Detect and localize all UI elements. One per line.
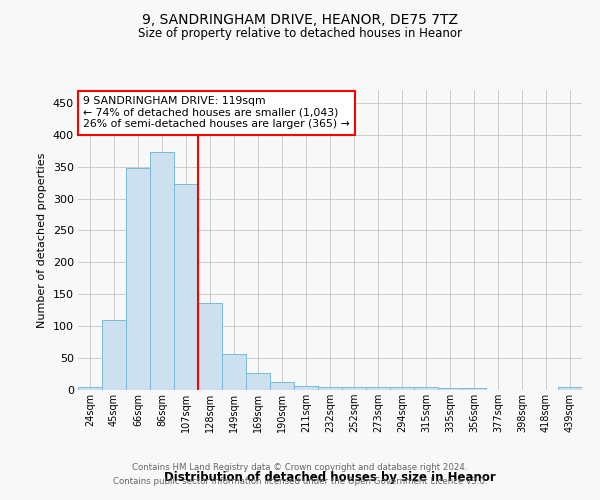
Bar — [270, 382, 294, 390]
Bar — [462, 388, 486, 390]
Bar — [150, 152, 174, 390]
Bar — [390, 387, 414, 390]
Bar — [342, 387, 366, 390]
Bar — [102, 320, 126, 390]
Text: 9 SANDRINGHAM DRIVE: 119sqm
← 74% of detached houses are smaller (1,043)
26% of : 9 SANDRINGHAM DRIVE: 119sqm ← 74% of det… — [83, 96, 350, 129]
Bar — [246, 373, 270, 390]
Bar — [318, 387, 342, 390]
X-axis label: Distribution of detached houses by size in Heanor: Distribution of detached houses by size … — [164, 471, 496, 484]
Bar — [438, 388, 462, 390]
Bar — [366, 387, 390, 390]
Bar — [78, 387, 102, 390]
Bar — [414, 388, 438, 390]
Bar — [222, 354, 246, 390]
Y-axis label: Number of detached properties: Number of detached properties — [37, 152, 47, 328]
Text: Contains HM Land Registry data © Crown copyright and database right 2024.: Contains HM Land Registry data © Crown c… — [132, 464, 468, 472]
Bar — [294, 386, 318, 390]
Bar — [126, 168, 150, 390]
Bar — [174, 184, 198, 390]
Bar — [558, 388, 582, 390]
Bar — [198, 303, 222, 390]
Text: Contains public sector information licensed under the Open Government Licence v3: Contains public sector information licen… — [113, 477, 487, 486]
Text: 9, SANDRINGHAM DRIVE, HEANOR, DE75 7TZ: 9, SANDRINGHAM DRIVE, HEANOR, DE75 7TZ — [142, 12, 458, 26]
Text: Size of property relative to detached houses in Heanor: Size of property relative to detached ho… — [138, 28, 462, 40]
